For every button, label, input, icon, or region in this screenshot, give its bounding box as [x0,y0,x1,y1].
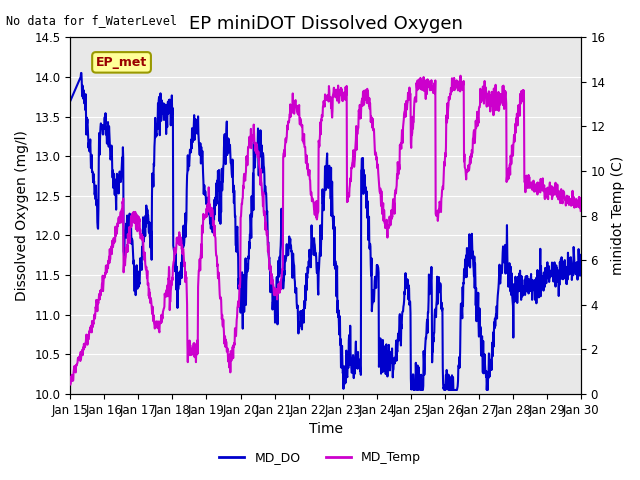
Text: No data for f_WaterLevel: No data for f_WaterLevel [6,14,177,27]
X-axis label: Time: Time [308,422,342,436]
Title: EP miniDOT Dissolved Oxygen: EP miniDOT Dissolved Oxygen [189,15,463,33]
Y-axis label: Dissolved Oxygen (mg/l): Dissolved Oxygen (mg/l) [15,130,29,301]
Legend: MD_DO, MD_Temp: MD_DO, MD_Temp [214,446,426,469]
Y-axis label: minidot Temp (C): minidot Temp (C) [611,156,625,275]
Text: EP_met: EP_met [96,56,147,69]
